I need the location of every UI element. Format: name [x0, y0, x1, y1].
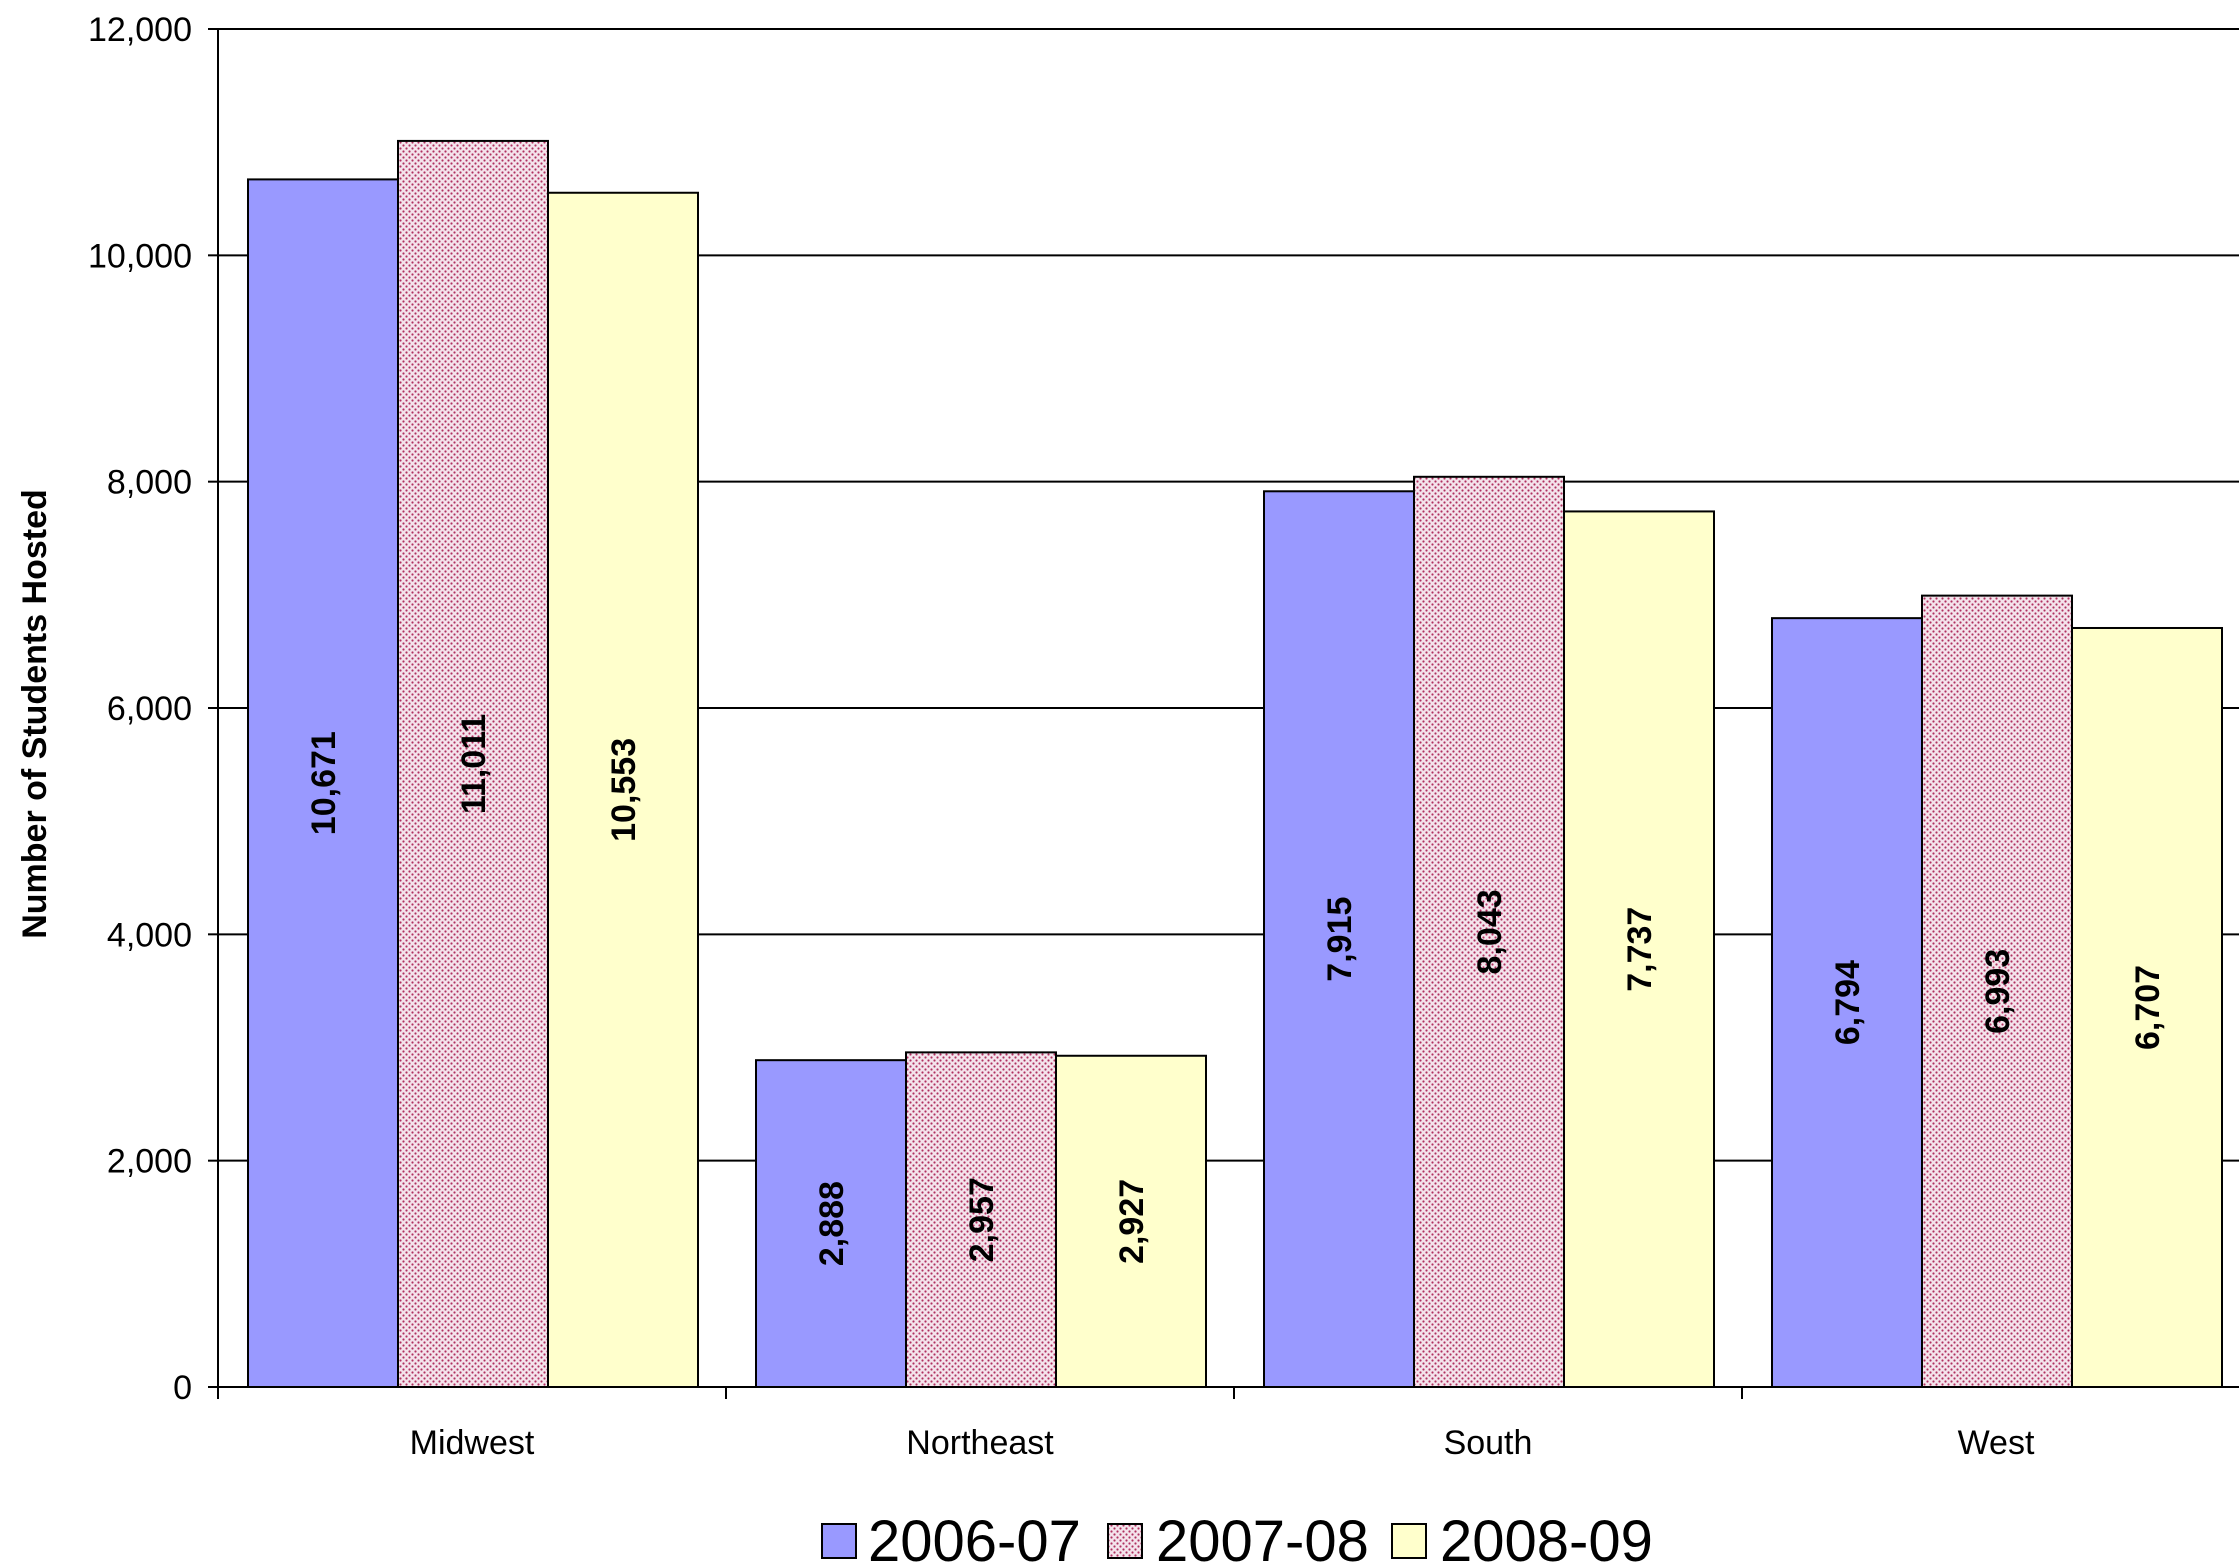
bar-west-2007-08: [1921, 594, 2073, 1388]
data-label: 6,794: [1829, 960, 1867, 1045]
bar-south-2006-07: [1263, 490, 1415, 1388]
bar-northeast-2007-08: [905, 1051, 1057, 1389]
data-label: 2,957: [963, 1177, 1001, 1262]
y-tick-label: 10,000: [88, 237, 192, 275]
data-label: 10,671: [305, 731, 343, 835]
legend-swatch: [1391, 1523, 1427, 1559]
x-category-label: West: [1958, 1424, 2035, 1462]
data-label: 7,915: [1321, 897, 1359, 982]
data-labels: 10,671 11,011 10,553 2,888 2,957 2,927 7,915 8,…: [305, 714, 2167, 1266]
y-tick-label: 4,000: [107, 916, 192, 954]
data-label: 11,011: [455, 714, 493, 814]
bars: [247, 139, 2223, 1389]
y-tick-label: 0: [173, 1369, 192, 1407]
bar-west-2008-09: [2071, 626, 2223, 1388]
data-label: 6,707: [2129, 965, 2167, 1050]
y-tick-label: 12,000: [88, 11, 192, 49]
bar-midwest-2006-07: [247, 178, 399, 1388]
data-label: 10,553: [605, 738, 643, 842]
data-label: 2,888: [813, 1181, 851, 1266]
bar-northeast-2006-07: [755, 1059, 907, 1389]
y-tick-label: 8,000: [107, 464, 192, 502]
legend-swatch: [1107, 1523, 1143, 1559]
legend-label: 2008-09: [1440, 1509, 1653, 1565]
legend-label: 2007-08: [1156, 1509, 1369, 1565]
bar-midwest-2007-08: [397, 139, 549, 1388]
legend-label: 2006-07: [868, 1509, 1081, 1565]
data-label: 6,993: [1979, 949, 2017, 1034]
legend-swatch: [821, 1523, 857, 1559]
x-category-label: South: [1444, 1424, 1533, 1462]
bar-south-2007-08: [1413, 475, 1565, 1389]
data-label: 8,043: [1471, 889, 1509, 974]
bar-northeast-2008-09: [1055, 1054, 1207, 1388]
axes: 0 2,000 4,000 6,000 8,000 10,000 12,000 Midwest…: [88, 11, 2239, 1462]
bar-midwest-2008-09: [547, 191, 699, 1388]
x-category-label: Midwest: [410, 1424, 535, 1462]
bar-west-2006-07: [1771, 617, 1923, 1388]
y-axis-title: Number of Students Hosted: [16, 489, 54, 939]
y-tick-label: 6,000: [107, 690, 192, 728]
data-label: 2,927: [1113, 1179, 1151, 1264]
bar-south-2008-09: [1563, 510, 1715, 1388]
data-label: 7,737: [1621, 907, 1659, 992]
legend: 2006-07 2007-08 2008-09: [821, 1509, 1653, 1565]
x-category-label: Northeast: [906, 1424, 1054, 1462]
y-tick-label: 2,000: [107, 1143, 192, 1181]
